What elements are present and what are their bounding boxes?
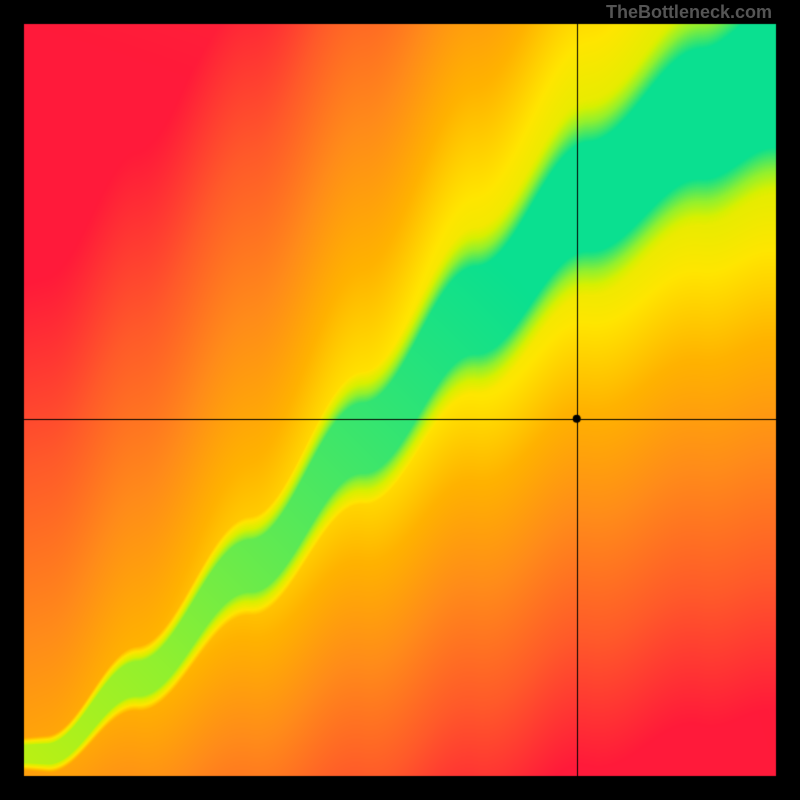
heatmap-canvas	[0, 0, 800, 800]
chart-root: TheBottleneck.com	[0, 0, 800, 800]
watermark-text: TheBottleneck.com	[606, 2, 772, 23]
